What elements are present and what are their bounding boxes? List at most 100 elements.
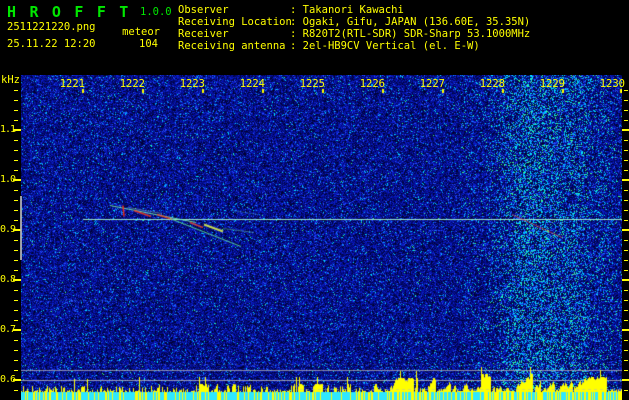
freq-minor-tick-left: [14, 100, 18, 101]
freq-minor-tick-left: [14, 210, 18, 211]
freq-minor-tick-right: [624, 390, 628, 391]
info-row-value: Takanori Kawachi: [302, 4, 404, 16]
freq-tick-label: 0.6: [0, 374, 16, 385]
freq-minor-tick-right: [624, 240, 628, 241]
freq-major-tick-right: [622, 279, 629, 281]
time-tick-label: 1227: [419, 78, 445, 90]
freq-minor-tick-right: [624, 360, 628, 361]
freq-minor-tick-right: [624, 350, 628, 351]
freq-unit-label: kHz: [1, 74, 20, 86]
freq-minor-tick-right: [624, 190, 628, 191]
echo-count: 104: [139, 38, 158, 50]
freq-major-tick-right: [622, 379, 629, 381]
freq-major-tick-right: [622, 129, 629, 131]
freq-minor-tick-left: [14, 190, 18, 191]
freq-minor-tick-left: [14, 150, 18, 151]
freq-minor-tick-right: [624, 100, 628, 101]
time-tick-label: 1222: [119, 78, 145, 90]
freq-minor-tick-right: [624, 140, 628, 141]
info-row-label: Receiver: [178, 28, 229, 40]
info-row-value: R820T2(RTL-SDR) SDR-Sharp 53.1000MHz: [302, 28, 531, 40]
freq-minor-tick-left: [14, 290, 18, 291]
info-row-label: Receiving Location: [178, 16, 292, 28]
time-tick-label: 1223: [179, 78, 205, 90]
freq-minor-tick-left: [14, 310, 18, 311]
info-row: Receiver: R820T2(RTL-SDR) SDR-Sharp 53.1…: [178, 28, 530, 40]
app-title: H R O F F T: [7, 3, 131, 21]
freq-minor-tick-right: [624, 210, 628, 211]
freq-major-tick-left: [13, 329, 21, 331]
datetime-label: 25.11.22 12:20: [7, 38, 96, 50]
freq-major-tick-right: [622, 329, 629, 331]
freq-major-tick-left: [13, 229, 21, 231]
app-version: 1.0.0: [140, 6, 172, 18]
time-tick-label: 1221: [59, 78, 85, 90]
freq-minor-tick-left: [14, 390, 18, 391]
mode-label: meteor: [122, 26, 160, 38]
freq-minor-tick-right: [624, 220, 628, 221]
info-row-value: 2el-HB9CV Vertical (el. E-W): [302, 40, 480, 52]
freq-minor-tick-right: [624, 320, 628, 321]
freq-minor-tick-right: [624, 170, 628, 171]
freq-major-tick-left: [13, 179, 21, 181]
freq-minor-tick-left: [14, 220, 18, 221]
freq-minor-tick-right: [624, 300, 628, 301]
info-row: Observer: Takanori Kawachi: [178, 4, 530, 16]
freq-minor-tick-left: [14, 250, 18, 251]
freq-tick-label: 1.0: [0, 174, 16, 185]
freq-minor-tick-left: [14, 170, 18, 171]
freq-minor-tick-left: [14, 350, 18, 351]
freq-major-tick-right: [622, 229, 629, 231]
freq-minor-tick-left: [14, 360, 18, 361]
freq-minor-tick-left: [14, 370, 18, 371]
freq-minor-tick-left: [14, 240, 18, 241]
freq-major-tick-left: [13, 379, 21, 381]
freq-minor-tick-right: [624, 110, 628, 111]
info-row-separator: :: [290, 4, 303, 16]
freq-major-tick-right: [622, 179, 629, 181]
freq-minor-tick-left: [14, 160, 18, 161]
info-row-label: Observer: [178, 4, 229, 16]
freq-minor-tick-left: [14, 320, 18, 321]
freq-minor-tick-right: [624, 90, 628, 91]
info-row: Receiving antenna: 2el-HB9CV Vertical (e…: [178, 40, 530, 52]
frequency-range-marker: [20, 196, 22, 260]
time-tick-label: 1224: [239, 78, 265, 90]
freq-minor-tick-left: [14, 340, 18, 341]
info-row-value: Ogaki, Gifu, JAPAN (136.60E, 35.35N): [302, 16, 531, 28]
freq-tick-label: 0.9: [0, 224, 16, 235]
freq-minor-tick-right: [624, 270, 628, 271]
freq-minor-tick-left: [14, 300, 18, 301]
freq-tick-label: 0.8: [0, 274, 16, 285]
freq-minor-tick-left: [14, 140, 18, 141]
freq-minor-tick-right: [624, 340, 628, 341]
time-tick-label: 1228: [479, 78, 505, 90]
freq-minor-tick-right: [624, 370, 628, 371]
observer-info-block: Observer: Takanori Kawachi Receiving Loca…: [178, 4, 530, 52]
freq-minor-tick-right: [624, 200, 628, 201]
freq-minor-tick-right: [624, 310, 628, 311]
freq-minor-tick-left: [14, 120, 18, 121]
freq-major-tick-left: [13, 129, 21, 131]
freq-minor-tick-left: [14, 90, 18, 91]
freq-minor-tick-left: [14, 200, 18, 201]
freq-minor-tick-right: [624, 120, 628, 121]
freq-minor-tick-right: [624, 250, 628, 251]
freq-minor-tick-right: [624, 160, 628, 161]
freq-minor-tick-right: [624, 260, 628, 261]
info-row-separator: :: [290, 16, 303, 28]
freq-minor-tick-right: [624, 290, 628, 291]
freq-minor-tick-left: [14, 110, 18, 111]
spectrogram-canvas: [21, 75, 622, 400]
time-tick-label: 1225: [299, 78, 325, 90]
freq-minor-tick-right: [624, 150, 628, 151]
info-row-label: Receiving antenna: [178, 40, 286, 52]
info-row-separator: :: [290, 28, 303, 40]
info-row-separator: :: [290, 40, 303, 52]
freq-minor-tick-left: [14, 260, 18, 261]
freq-major-tick-left: [13, 279, 21, 281]
freq-minor-tick-left: [14, 270, 18, 271]
time-tick-label: 1229: [539, 78, 565, 90]
freq-tick-label: 0.7: [0, 324, 16, 335]
